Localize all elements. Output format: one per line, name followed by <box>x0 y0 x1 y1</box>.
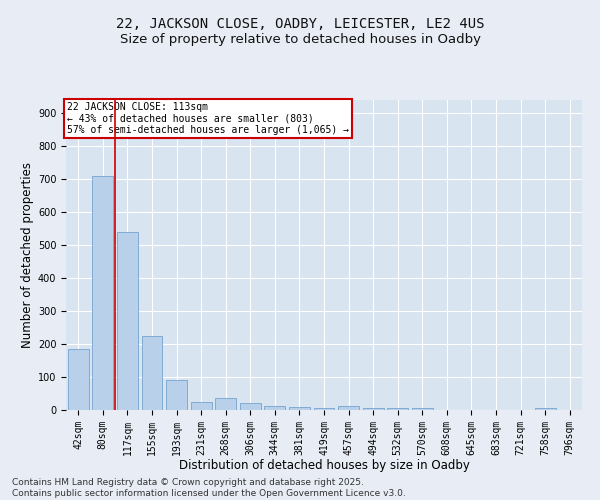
Bar <box>142 336 163 410</box>
Bar <box>215 398 236 410</box>
Bar <box>240 402 261 410</box>
Y-axis label: Number of detached properties: Number of detached properties <box>20 162 34 348</box>
Text: 22, JACKSON CLOSE, OADBY, LEICESTER, LE2 4US: 22, JACKSON CLOSE, OADBY, LEICESTER, LE2… <box>116 18 484 32</box>
Text: Size of property relative to detached houses in Oadby: Size of property relative to detached ho… <box>119 32 481 46</box>
Bar <box>68 349 89 410</box>
Bar <box>314 408 334 410</box>
X-axis label: Distribution of detached houses by size in Oadby: Distribution of detached houses by size … <box>179 459 469 472</box>
Bar <box>92 176 113 410</box>
Bar <box>338 406 359 410</box>
Bar <box>117 232 138 410</box>
Bar <box>535 408 556 410</box>
Bar <box>362 408 383 410</box>
Bar <box>191 402 212 410</box>
Text: 22 JACKSON CLOSE: 113sqm
← 43% of detached houses are smaller (803)
57% of semi-: 22 JACKSON CLOSE: 113sqm ← 43% of detach… <box>67 102 349 134</box>
Bar <box>387 408 408 410</box>
Bar <box>289 408 310 410</box>
Bar <box>265 406 286 410</box>
Bar <box>166 380 187 410</box>
Text: Contains HM Land Registry data © Crown copyright and database right 2025.
Contai: Contains HM Land Registry data © Crown c… <box>12 478 406 498</box>
Bar <box>412 408 433 410</box>
